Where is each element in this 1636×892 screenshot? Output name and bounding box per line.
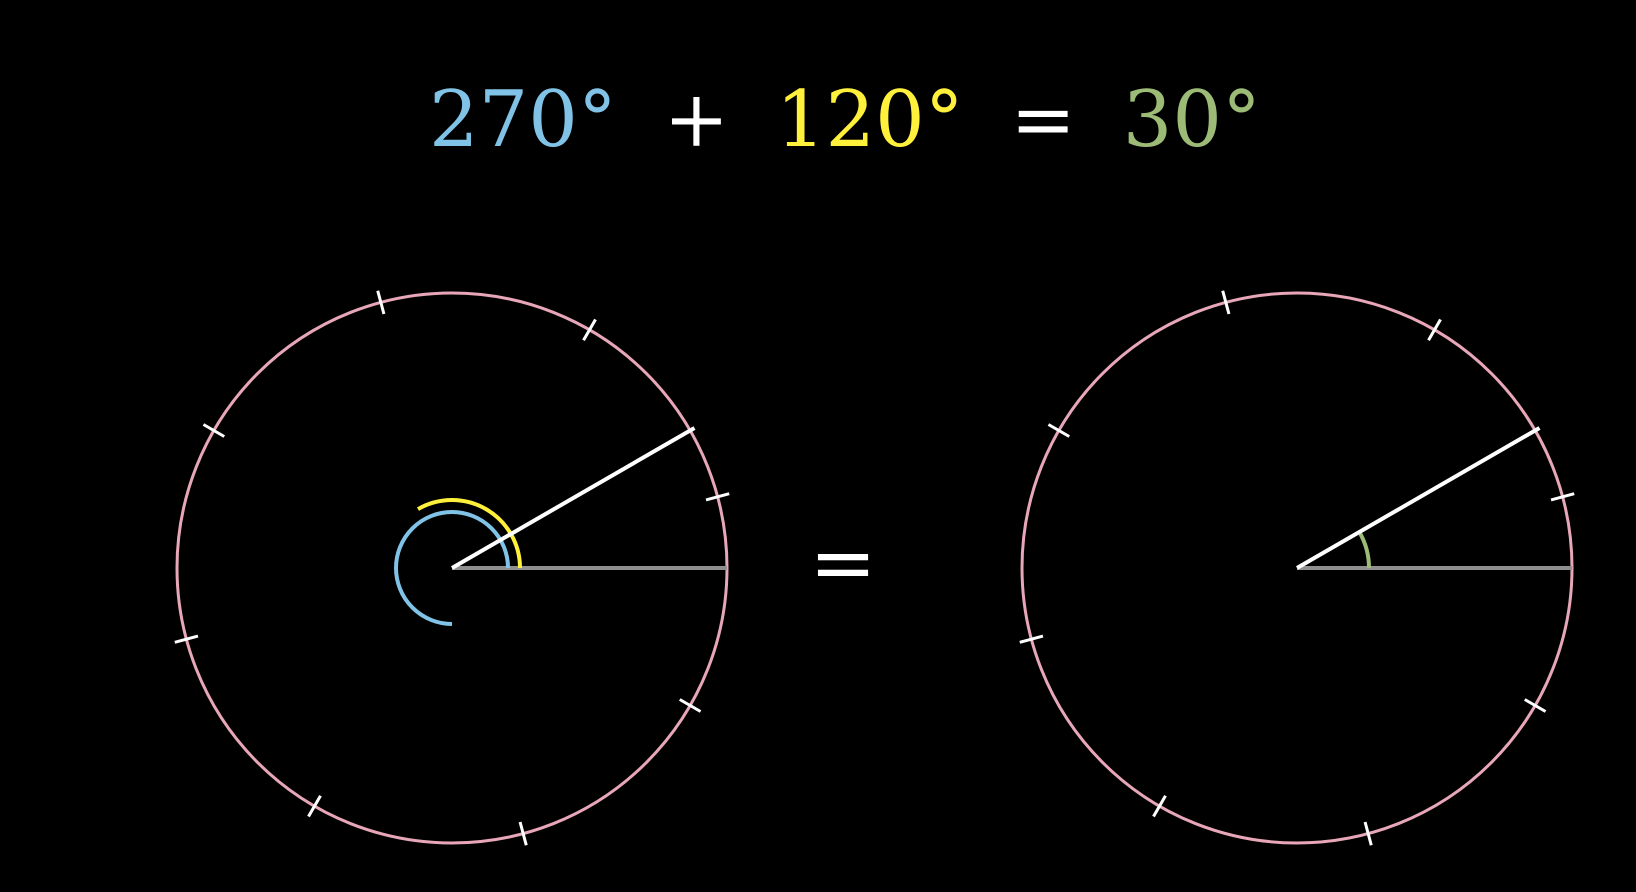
right-tick-marks (1019, 290, 1575, 846)
right-tick-mark (1047, 423, 1070, 438)
equation-term-120: 120° (776, 75, 964, 165)
left-tick-marks (174, 290, 730, 846)
left-tick-mark (376, 290, 386, 315)
left-arc-270 (394, 510, 510, 626)
equation-plus: + (664, 75, 729, 165)
left-tick-mark (307, 795, 322, 818)
left-tick-mark (679, 698, 702, 713)
left-tick-mark (582, 318, 597, 341)
equation-term-270: 270° (429, 75, 617, 165)
left-angle-circle (174, 290, 730, 846)
equation-equals: = (1011, 75, 1076, 165)
middle-equals-sign: = (809, 516, 876, 609)
left-tick-mark (174, 634, 199, 644)
left-angle-ray (451, 426, 696, 570)
right-tick-mark (1019, 634, 1044, 644)
right-arc-30 (1357, 531, 1371, 569)
left-tick-mark (705, 492, 730, 502)
right-tick-mark (1524, 698, 1547, 713)
right-tick-mark (1550, 492, 1575, 502)
left-arc-120 (417, 498, 522, 569)
right-tick-mark (1152, 795, 1167, 818)
right-tick-mark (1221, 290, 1231, 315)
right-tick-mark (1363, 821, 1373, 846)
right-angle-circle (1019, 290, 1575, 846)
right-tick-mark (1427, 318, 1442, 341)
equation-result-30: 30° (1123, 75, 1261, 165)
right-angle-ray (1296, 426, 1541, 570)
equation: 270° + 120° = 30° (429, 75, 1261, 165)
left-tick-mark (518, 821, 528, 846)
left-tick-mark (202, 423, 225, 438)
